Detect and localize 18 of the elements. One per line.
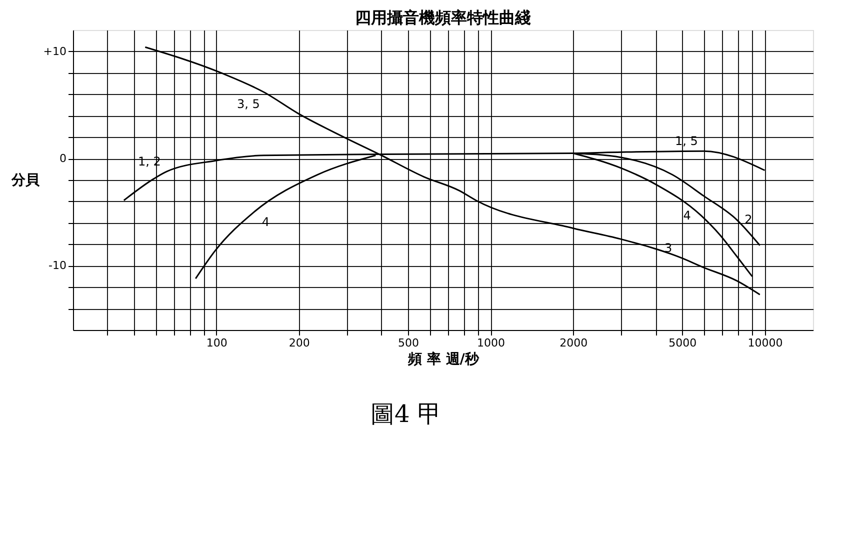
- x-tick-label: 10000: [748, 336, 783, 350]
- x-tick-label: 200: [288, 336, 310, 350]
- annotation: 2: [744, 212, 752, 227]
- x-tick-label: 2000: [560, 336, 588, 350]
- annotation: 3: [664, 241, 672, 256]
- y-axis-title: 分貝: [10, 172, 40, 188]
- x-tick-label: 5000: [668, 336, 697, 350]
- annotation: 4: [683, 208, 691, 222]
- chart-title: 四用攝音機頻率特性曲綫: [355, 8, 531, 27]
- x-axis-title: 頻 率 週/秒: [407, 350, 480, 368]
- caption: 圖4 甲: [370, 400, 442, 428]
- y-tick-label: +10: [43, 44, 66, 58]
- x-tick-label: 500: [398, 336, 420, 350]
- annotation: 3, 5: [236, 97, 260, 112]
- x-tick-label: 1000: [477, 336, 506, 350]
- y-tick-label: 0: [60, 152, 66, 166]
- x-tick-label: 100: [206, 336, 228, 350]
- y-tick-label: -10: [48, 259, 66, 272]
